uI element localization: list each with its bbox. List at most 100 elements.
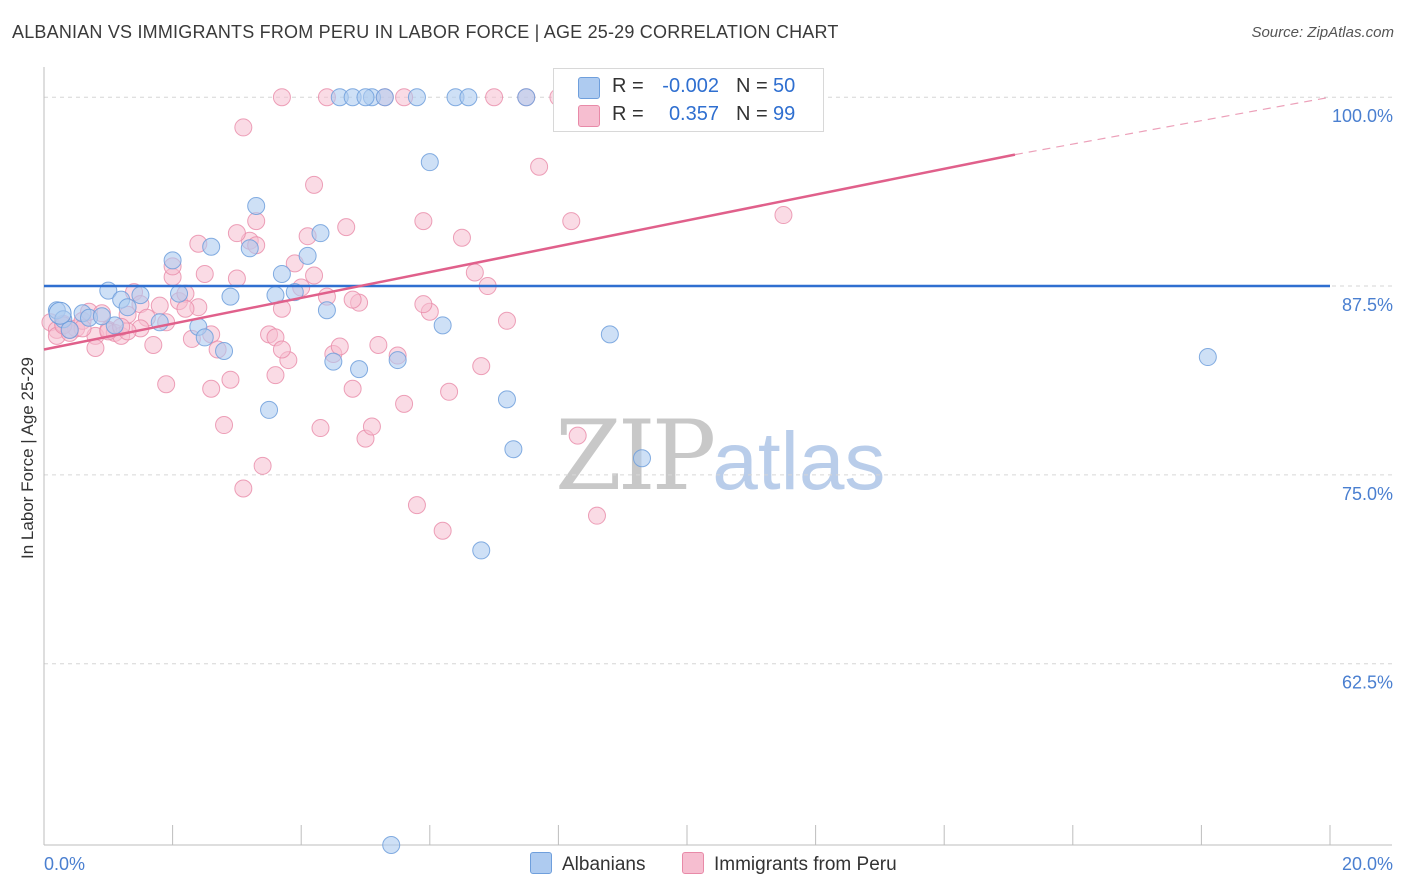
trend-layer <box>43 96 1331 351</box>
albanian-point <box>215 342 234 361</box>
peru-point <box>176 299 195 318</box>
chart-title: ALBANIAN VS IMMIGRANTS FROM PERU IN LABO… <box>12 22 839 42</box>
albanian-point <box>504 440 523 459</box>
peru-legend-swatch-icon <box>682 852 704 874</box>
peru-point <box>433 521 452 540</box>
x-tick-label-max: 20.0% <box>1342 854 1393 874</box>
albanian-point <box>60 320 79 339</box>
grid-layer <box>44 96 1392 665</box>
peru-point <box>150 296 169 315</box>
peru-point <box>530 157 549 176</box>
albanian-point <box>1198 348 1217 367</box>
albanian-point <box>317 301 336 320</box>
peru-point <box>234 479 253 498</box>
albanian-point <box>272 264 291 283</box>
albanian-point <box>382 836 401 854</box>
peru-point <box>195 264 214 283</box>
peru-point <box>562 212 581 231</box>
albanian-point <box>420 153 439 172</box>
peru-point <box>774 206 793 225</box>
albanian-point <box>433 316 452 335</box>
peru-point <box>337 218 356 237</box>
albanians-legend-label: Albanians <box>562 854 646 875</box>
y-tick-label: 100.0% <box>1332 106 1393 126</box>
peru-point <box>362 417 381 436</box>
albanian-point <box>517 88 536 107</box>
peru-point <box>465 263 484 282</box>
peru-point <box>272 340 291 359</box>
albanian-point <box>497 390 516 409</box>
peru-point <box>144 335 163 354</box>
albanian-point <box>324 352 343 371</box>
y-tick-label: 75.0% <box>1342 484 1393 504</box>
peru-point <box>86 338 105 357</box>
albanian-point <box>298 246 317 265</box>
peru-swatch-icon <box>578 105 600 127</box>
albanian-point <box>356 88 375 107</box>
peru-point <box>247 212 266 231</box>
albanian-point <box>459 88 478 107</box>
source-credit: Source: ZipAtlas.com <box>1251 24 1394 41</box>
watermark: ZIPatlas <box>555 400 885 512</box>
correlation-legend: R = -0.002 N = 50 R = 0.357 N = 99 <box>553 68 824 132</box>
x-tick-label-min: 0.0% <box>44 854 85 874</box>
albanian-points-group <box>47 88 1217 854</box>
albanian-point <box>311 224 330 243</box>
peru-point <box>343 379 362 398</box>
peru-point <box>157 375 176 394</box>
legend-row-albanians: R = -0.002 N = 50 <box>554 73 823 101</box>
bottom-legend-peru: Immigrants from Peru <box>682 852 897 876</box>
legend-row-peru: R = 0.357 N = 99 <box>554 101 823 129</box>
albanian-point <box>388 351 407 370</box>
albanian-point-large <box>48 301 72 325</box>
albanian-point <box>195 328 214 347</box>
peru-point <box>568 426 587 445</box>
legend-n-value: 50 <box>773 75 796 97</box>
tick-label-layer: 100.0% 87.5% 75.0% 62.5% 0.0% 20.0% <box>44 106 1393 874</box>
peru-point <box>485 88 504 107</box>
albanian-point <box>407 88 426 107</box>
legend-n-label: N = <box>736 75 768 97</box>
peru-point <box>234 118 253 137</box>
peru-point <box>305 266 324 285</box>
albanian-point <box>260 400 279 419</box>
albanian-point <box>105 316 124 335</box>
peru-point <box>272 88 291 107</box>
albanian-point <box>221 287 240 306</box>
albanian-point <box>285 283 304 302</box>
peru-point <box>497 311 516 330</box>
peru-point <box>343 290 362 309</box>
peru-point <box>305 175 324 194</box>
peru-point <box>330 337 349 356</box>
peru-point <box>221 370 240 389</box>
peru-point <box>587 506 606 525</box>
peru-point <box>227 224 246 243</box>
bottom-legend-albanians: Albanians <box>530 852 645 876</box>
legend-n-label: N = <box>736 103 768 125</box>
peru-point <box>311 419 330 438</box>
albanian-point <box>92 307 111 326</box>
peru-point <box>266 366 285 385</box>
y-tick-label: 87.5% <box>1342 295 1393 315</box>
peru-point <box>369 335 388 354</box>
albanian-point <box>118 298 137 317</box>
peru-trend-line <box>43 153 1016 351</box>
legend-r-value: -0.002 <box>662 75 719 97</box>
albanian-point <box>170 284 189 303</box>
peru-point <box>452 228 471 247</box>
axis-layer <box>43 67 1392 846</box>
legend-r-value: 0.357 <box>668 103 719 125</box>
peru-point <box>407 496 426 515</box>
legend-r-label: R = <box>612 103 644 125</box>
albanian-point <box>600 325 619 344</box>
legend-n-value: 99 <box>773 103 796 125</box>
albanians-swatch-icon <box>578 77 600 99</box>
peru-point <box>440 382 459 401</box>
peru-points-group <box>41 88 793 540</box>
albanian-point <box>202 237 221 256</box>
legend-r-label: R = <box>612 75 644 97</box>
albanians-legend-swatch-icon <box>530 852 552 874</box>
albanian-point <box>632 449 651 468</box>
peru-point <box>414 295 433 314</box>
